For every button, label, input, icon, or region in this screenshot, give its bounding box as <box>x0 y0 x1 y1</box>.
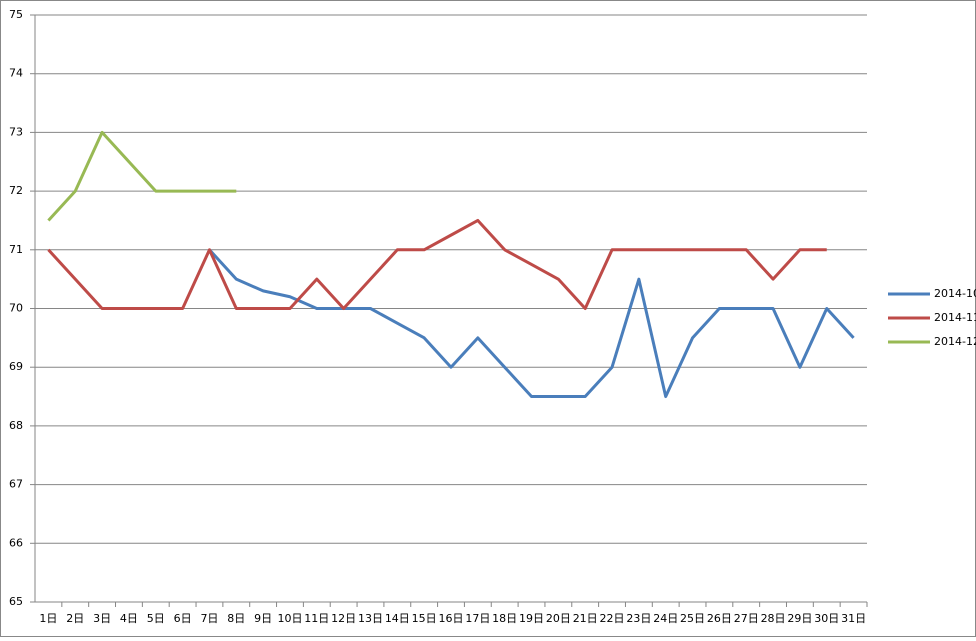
y-tick-label: 69 <box>9 360 23 373</box>
y-tick-label: 66 <box>9 536 23 549</box>
y-tick-label: 74 <box>9 67 23 80</box>
x-tick-label: 16日 <box>439 612 464 625</box>
x-tick-label: 5日 <box>147 612 165 625</box>
y-tick-label: 72 <box>9 184 23 197</box>
x-tick-label: 29日 <box>787 612 812 625</box>
x-tick-label: 30日 <box>814 612 839 625</box>
x-tick-label: 31日 <box>841 612 866 625</box>
x-tick-label: 26日 <box>707 612 732 625</box>
y-tick-label: 65 <box>9 595 23 608</box>
legend-label: 2014-12 <box>934 335 976 348</box>
x-tick-label: 13日 <box>358 612 383 625</box>
y-tick-label: 71 <box>9 243 23 256</box>
legend-label: 2014-10 <box>934 287 976 300</box>
x-tick-label: 20日 <box>546 612 571 625</box>
x-tick-label: 27日 <box>734 612 759 625</box>
series-line <box>47 130 237 222</box>
x-tick-label: 15日 <box>412 612 437 625</box>
x-tick-label: 2日 <box>66 612 84 625</box>
x-tick-label: 25日 <box>680 612 705 625</box>
y-tick-label: 68 <box>9 419 23 432</box>
x-tick-label: 21日 <box>573 612 598 625</box>
x-tick-label: 28日 <box>761 612 786 625</box>
x-tick-label: 3日 <box>93 612 111 625</box>
x-tick-label: 24日 <box>653 612 678 625</box>
x-tick-label: 23日 <box>626 612 651 625</box>
series-line <box>208 248 855 399</box>
x-tick-label: 8日 <box>227 612 245 625</box>
x-tick-label: 4日 <box>120 612 138 625</box>
x-tick-label: 7日 <box>200 612 218 625</box>
x-tick-label: 19日 <box>519 612 544 625</box>
x-tick-label: 17日 <box>465 612 490 625</box>
x-tick-label: 10日 <box>277 612 302 625</box>
x-tick-label: 14日 <box>385 612 410 625</box>
y-tick-label: 75 <box>9 8 23 21</box>
series-line <box>47 218 827 310</box>
x-tick-label: 6日 <box>174 612 192 625</box>
x-tick-label: 12日 <box>331 612 356 625</box>
x-tick-label: 22日 <box>600 612 625 625</box>
x-tick-label: 9日 <box>254 612 272 625</box>
x-tick-label: 1日 <box>39 612 57 625</box>
y-tick-label: 67 <box>9 478 23 491</box>
y-tick-label: 70 <box>9 302 23 315</box>
x-tick-label: 11日 <box>304 612 329 625</box>
x-tick-label: 18日 <box>492 612 517 625</box>
y-tick-label: 73 <box>9 125 23 138</box>
legend-label: 2014-11 <box>934 311 976 324</box>
